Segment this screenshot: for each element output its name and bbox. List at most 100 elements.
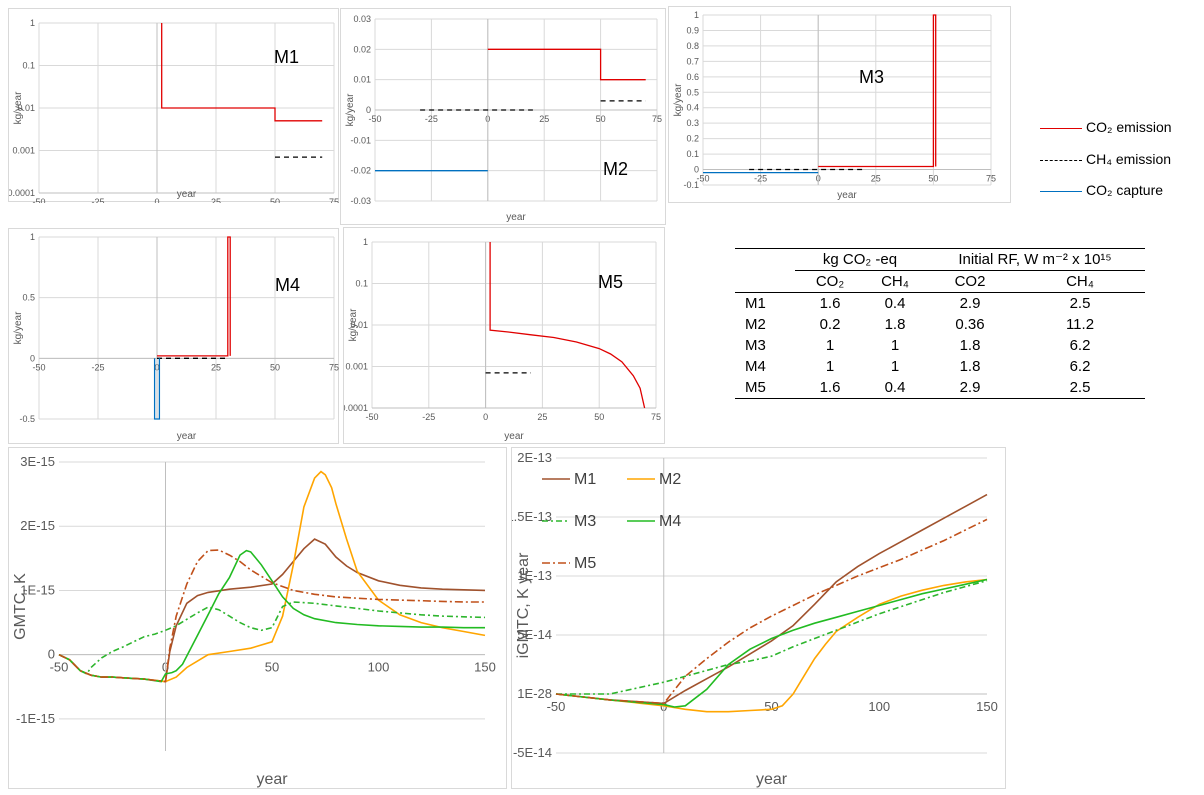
- table-row: M5 1.6 0.4 2.9 2.5: [735, 377, 1145, 399]
- table-cell: 2.9: [925, 377, 1015, 399]
- series-line-m2: [555, 578, 988, 713]
- chart-igmtc: -5E-141E-285E-141E-131.5E-132E-13-500501…: [506, 450, 998, 788]
- col-header: CO₂: [795, 270, 865, 293]
- y-tick-label: 0.1: [355, 279, 368, 289]
- row-label: M3: [745, 337, 766, 354]
- chart-panel-m2: -0.03-0.02-0.0100.010.020.03-50-25025507…: [340, 8, 666, 225]
- table-cell: 0.2: [819, 316, 841, 333]
- table-row: M3 1 1 1.8 6.2: [735, 335, 1145, 356]
- legend-label-m4: M4: [659, 513, 681, 530]
- x-tick-label: -50: [32, 362, 45, 372]
- table-cell: 0.4: [884, 295, 906, 312]
- series-line-co2: [161, 23, 323, 122]
- y-tick-label: -0.03: [350, 196, 371, 206]
- y-tick-label: 0.0001: [344, 403, 368, 413]
- series-line-m2: [58, 470, 486, 683]
- x-axis-title: year: [177, 431, 197, 442]
- row-label: M1: [745, 295, 766, 312]
- x-tick-label: 50: [596, 114, 606, 124]
- row-label: M5: [735, 377, 795, 399]
- x-tick-label: 25: [537, 412, 547, 422]
- legend-label: CO₂ capture: [1086, 182, 1164, 198]
- y-tick-label: 0.5: [686, 87, 699, 97]
- y-tick-label: 0: [694, 165, 699, 175]
- y-axis-title: kg/year: [673, 83, 684, 116]
- table-cell: 0.36: [955, 316, 985, 333]
- series-line-co2: [489, 242, 646, 409]
- col-header: CH₄: [865, 270, 925, 293]
- y-tick-label: 0.6: [686, 72, 699, 82]
- y-tick-label: 1E-13: [517, 568, 552, 583]
- legend-label-m5: M5: [574, 555, 596, 572]
- x-tick-label: -50: [547, 699, 566, 714]
- x-tick-label: 150: [474, 660, 496, 675]
- table-cell: 2.5: [1015, 377, 1145, 399]
- x-tick-label: 50: [270, 197, 280, 203]
- x-tick-label: 75: [329, 362, 339, 372]
- series-line-capture: [153, 358, 161, 420]
- x-axis-title: year: [504, 431, 524, 442]
- chart-title-m4: M4: [275, 275, 300, 295]
- x-tick-label: 0: [483, 412, 488, 422]
- table-cell: 1.8: [959, 358, 981, 375]
- legend-label: CO₂ emission: [1086, 119, 1172, 135]
- chart-panel-igmtc: -5E-141E-285E-141E-131.5E-132E-13-500501…: [506, 447, 1006, 789]
- table-cell: 1: [825, 337, 835, 354]
- x-tick-label: -50: [696, 174, 709, 184]
- y-tick-label: 0.2: [686, 134, 699, 144]
- chart-panel-m1: 0.0001 0.001 0.01 0.1 1 -50 -25 0 25 50 75 year kg/y…: [7, 8, 339, 207]
- x-axis-title: year: [256, 771, 288, 788]
- x-tick-label: 50: [265, 660, 279, 675]
- x-tick-label: 150: [976, 699, 998, 714]
- x-tick-label: 100: [368, 660, 390, 675]
- table-cell: 11.2: [1065, 316, 1095, 333]
- x-tick-label: -25: [422, 412, 435, 422]
- y-tick-label: 2E-13: [517, 450, 552, 465]
- y-tick-label: 0: [366, 105, 371, 115]
- chart-m1: 0.0001 0.001 0.01 0.1 1 -50 -25 0 25 50 75 year kg/y…: [7, 18, 339, 207]
- table-header-row: kg CO₂ -eq Initial RF, W m⁻² x 10¹⁵: [735, 248, 1145, 271]
- series-line-m4: [555, 578, 988, 708]
- y-tick-label: -5E-14: [513, 745, 552, 760]
- col-header: CO2: [925, 270, 1015, 293]
- x-axis-title: year: [756, 771, 788, 788]
- y-axis-title: kg/year: [13, 91, 24, 124]
- x-tick-label: -50: [50, 660, 69, 675]
- x-tick-label: 50: [270, 362, 280, 372]
- col-group-kg-co2-eq: kg CO₂ -eq: [795, 248, 925, 271]
- x-tick-label: -50: [32, 197, 45, 203]
- table-row: M1 1.6 0.4 2.9 2.5: [735, 293, 1145, 315]
- table-cell: 1: [890, 358, 900, 375]
- x-tick-label: 75: [986, 174, 996, 184]
- y-tick-label: 3E-15: [20, 454, 55, 469]
- x-tick-label: 25: [871, 174, 881, 184]
- x-tick-label: 75: [329, 197, 339, 203]
- chart-panel-gmtc: -1E-1501E-152E-153E-15-50050100150yearGM…: [8, 447, 507, 789]
- x-tick-label: -25: [91, 197, 104, 203]
- chart-gmtc: -1E-1501E-152E-153E-15-50050100150yearGM…: [12, 454, 496, 788]
- series-line-co2: [487, 48, 646, 81]
- table-subheader-row: CO₂ CH₄ CO2 CH₄: [735, 270, 1145, 293]
- table-cell: 1.6: [819, 295, 841, 312]
- y-tick-label: 1.5E-13: [512, 509, 552, 524]
- legend-swatch-co2-capture: [1040, 191, 1082, 192]
- table-corner: [735, 270, 795, 293]
- y-axis-title: kg/year: [13, 311, 24, 344]
- y-tick-label: 0.001: [12, 146, 35, 156]
- table-cell: 1.6: [795, 377, 865, 399]
- y-tick-label: 0.01: [350, 320, 368, 330]
- y-tick-label: -0.02: [350, 166, 371, 176]
- col-group-initial-rf: Initial RF, W m⁻² x 10¹⁵: [925, 248, 1145, 271]
- y-axis-title: kg/year: [345, 93, 356, 126]
- row-label: M2: [745, 316, 766, 333]
- table-cell: 1.8: [884, 316, 906, 333]
- y-tick-label: 0.01: [353, 75, 371, 85]
- table-cell: 2.5: [1069, 295, 1091, 312]
- x-tick-label: -50: [368, 114, 381, 124]
- series-line-m3: [556, 579, 988, 695]
- y-tick-label: 0.01: [17, 103, 35, 113]
- y-tick-label: 1E-15: [20, 582, 55, 597]
- table-cell: 1: [890, 337, 900, 354]
- series-line-co2: [157, 236, 231, 357]
- legend-item-ch4-emission: CH₄ emission: [1040, 150, 1204, 170]
